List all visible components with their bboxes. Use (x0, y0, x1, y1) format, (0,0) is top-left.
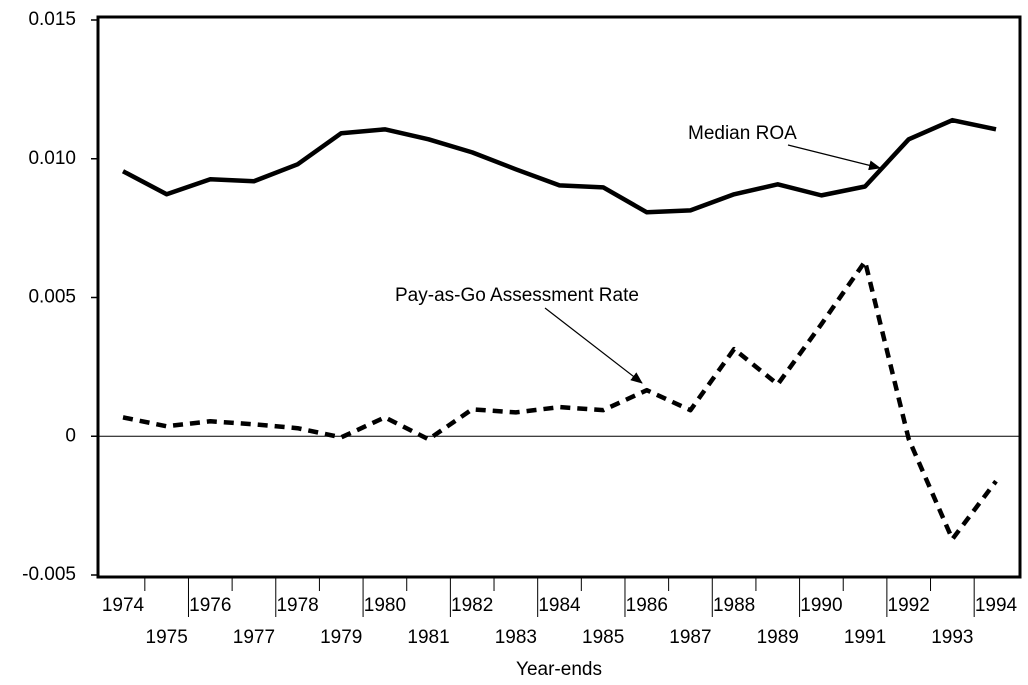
x-tick-label: 1977 (233, 627, 275, 648)
x-axis-title: Year-ends (516, 659, 602, 680)
x-tick-label: 1990 (800, 595, 842, 616)
x-tick-label: 1974 (102, 595, 145, 616)
x-tick-label: 1993 (931, 627, 973, 648)
x-tick-label: 1987 (669, 627, 711, 648)
x-tick-label: 1983 (495, 627, 537, 648)
x-tick-label: 1978 (276, 595, 318, 616)
x-tick-label: 1988 (713, 595, 755, 616)
x-tick-label: 1986 (626, 595, 668, 616)
x-tick-label: 1975 (146, 627, 188, 648)
series-label: Median ROA (688, 123, 797, 144)
x-tick-label: 1991 (844, 627, 886, 648)
annotation-arrow (787, 144, 881, 171)
y-tick-label: 0.005 (28, 287, 76, 308)
x-tick-label: 1982 (451, 595, 493, 616)
x-tick-label: 1984 (538, 595, 581, 616)
series-label: Pay-as-Go Assessment Rate (395, 285, 639, 306)
y-tick-label: 0.015 (28, 9, 76, 30)
x-tick-label: 1992 (888, 595, 930, 616)
y-tick-label: -0.005 (22, 564, 76, 585)
series-line (122, 259, 998, 542)
x-tick-label: 1985 (582, 627, 624, 648)
x-tick-label: 1981 (407, 627, 449, 648)
y-tick-label: 0 (65, 425, 76, 446)
series-line (121, 117, 997, 215)
x-tick-label: 1980 (364, 595, 406, 616)
x-tick-label: 1979 (320, 627, 362, 648)
x-tick-label: 1976 (189, 595, 231, 616)
x-tick-label: 1994 (975, 595, 1018, 616)
x-tick-label: 1989 (757, 627, 799, 648)
annotation-arrow (544, 307, 643, 384)
y-tick-label: 0.010 (28, 148, 76, 169)
